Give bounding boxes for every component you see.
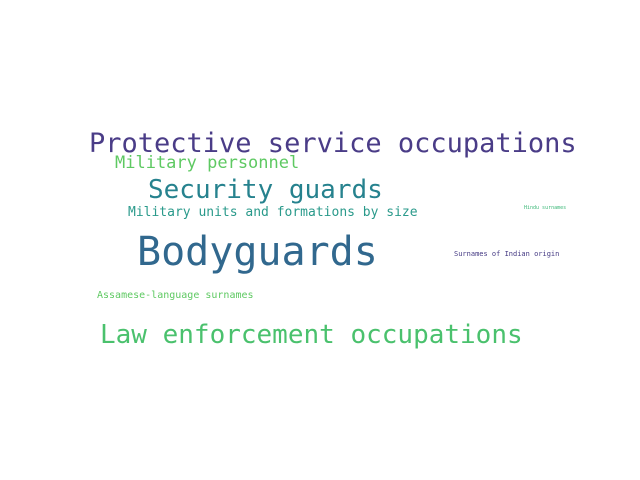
word-law-enforcement-occupations: Law enforcement occupations [100, 320, 523, 350]
word-bodyguards: Bodyguards [137, 229, 378, 275]
word-protective-service-occupations: Protective service occupations [89, 128, 577, 159]
word-security-guards: Security guards [148, 175, 383, 205]
word-surnames-of-indian-origin: Surnames of Indian origin [454, 250, 560, 258]
word-hindu-surnames: Hindu surnames [524, 205, 567, 211]
word-military-personnel: Military personnel [115, 153, 300, 173]
word-assamese-language-surnames: Assamese-language surnames [97, 290, 254, 301]
word-military-units: Military units and formations by size [128, 205, 418, 220]
